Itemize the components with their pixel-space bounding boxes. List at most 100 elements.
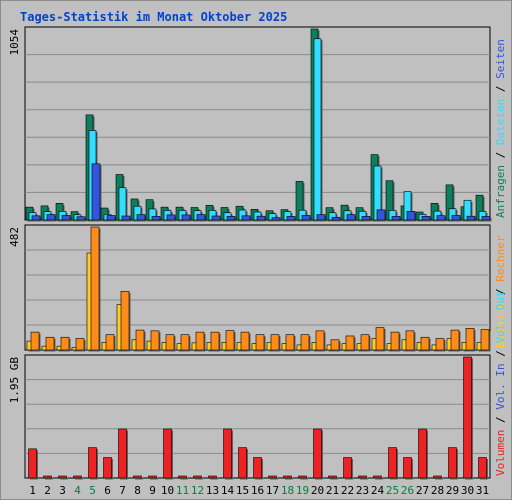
bar-rechner-5 — [90, 226, 101, 352]
bar-seiten-27 — [421, 216, 432, 222]
x-tick-label-21: 21 — [326, 484, 339, 497]
x-tick-label-27: 27 — [416, 484, 429, 497]
bar-rechner-9 — [150, 330, 161, 352]
x-tick-label-25: 25 — [386, 484, 399, 497]
bar-volumen-3 — [58, 475, 68, 480]
panel-top: 1054 Anfragen / Dateien / Seiten — [8, 26, 507, 222]
legend-top: Anfragen / Dateien / Seiten — [494, 39, 507, 218]
bar-seiten-24 — [376, 209, 387, 222]
bar-rechner-13 — [210, 331, 221, 352]
bar-rechner-31 — [480, 329, 491, 352]
bar-dateien-20 — [313, 38, 323, 222]
x-tick-label-9: 9 — [149, 484, 156, 497]
x-tick-label-1: 1 — [29, 484, 36, 497]
x-tick-label-30: 30 — [461, 484, 474, 497]
bar-rechner-30 — [465, 328, 476, 352]
x-tick-label-26: 26 — [401, 484, 414, 497]
x-tick-label-13: 13 — [206, 484, 219, 497]
y-max-label-top: 1054 — [8, 29, 21, 56]
bar-rechner-16 — [255, 334, 266, 352]
bar-seiten-19 — [301, 215, 312, 222]
bar-volumen-6 — [103, 457, 113, 480]
bar-rechner-4 — [75, 338, 86, 352]
legend-separator: / — [494, 145, 507, 165]
bar-rechner-1 — [30, 331, 41, 352]
y-max-label-middle: 482 — [8, 227, 21, 247]
bar-volumen-30 — [463, 356, 473, 480]
x-tick-label-2: 2 — [44, 484, 51, 497]
bar-seiten-11 — [181, 214, 192, 222]
legend-item-besuche: Besuche — [494, 302, 507, 348]
bar-seiten-2 — [46, 214, 57, 222]
bar-volumen-26 — [403, 457, 413, 480]
x-tick-label-22: 22 — [341, 484, 354, 497]
bar-volumen-10 — [163, 428, 173, 480]
bar-rechner-14 — [225, 330, 236, 352]
x-tick-label-10: 10 — [161, 484, 174, 497]
legend-item-anfragen: Anfragen — [494, 165, 507, 218]
legend-bottom: Volumen / Vol. In / Vol. Out — [494, 291, 507, 476]
bar-seiten-28 — [436, 215, 447, 222]
bar-seiten-22 — [346, 214, 357, 222]
bar-rechner-6 — [105, 334, 116, 352]
legend-item-dateien: Dateien — [494, 99, 507, 145]
bar-volumen-7 — [118, 428, 128, 480]
bar-seiten-13 — [211, 215, 222, 222]
bar-volumen-5 — [88, 447, 98, 480]
bar-rechner-22 — [345, 335, 356, 352]
bar-rechner-27 — [420, 336, 431, 352]
bar-rechner-26 — [405, 330, 416, 352]
bar-volumen-9 — [148, 475, 158, 480]
bar-seiten-14 — [226, 216, 237, 222]
bar-seiten-31 — [481, 216, 492, 222]
bar-volumen-14 — [223, 428, 233, 480]
bar-seiten-10 — [166, 214, 177, 222]
bar-rechner-3 — [60, 336, 71, 352]
bar-volumen-4 — [73, 475, 83, 480]
bar-volumen-27 — [418, 428, 428, 480]
legend-separator: / — [494, 344, 507, 364]
y-max-label-bottom: 1.95 GB — [8, 357, 21, 404]
bar-volumen-16 — [253, 457, 263, 480]
bar-rechner-15 — [240, 331, 251, 352]
x-tick-label-31: 31 — [476, 484, 489, 497]
bar-seiten-5 — [91, 163, 102, 222]
plot-area-top — [24, 26, 491, 221]
bar-volumen-17 — [268, 475, 278, 480]
bar-volumen-12 — [193, 475, 203, 480]
bar-volumen-11 — [178, 475, 188, 480]
bar-seiten-17 — [271, 217, 282, 222]
legend-item-volout: Vol. Out — [494, 291, 507, 344]
bar-volumen-21 — [328, 475, 338, 480]
bar-seiten-18 — [286, 216, 297, 222]
bar-rechner-29 — [450, 329, 461, 352]
bar-volumen-22 — [343, 457, 353, 480]
bar-volumen-8 — [133, 475, 143, 480]
bar-volumen-24 — [373, 475, 383, 480]
bar-rechner-18 — [285, 334, 296, 352]
x-tick-label-12: 12 — [191, 484, 204, 497]
bar-rechner-7 — [120, 291, 131, 352]
bar-volumen-13 — [208, 475, 218, 480]
x-tick-label-20: 20 — [311, 484, 324, 497]
bar-seiten-20 — [316, 214, 327, 222]
bar-seiten-16 — [256, 215, 267, 222]
bar-rechner-17 — [270, 334, 281, 352]
bar-volumen-20 — [313, 428, 323, 480]
bar-seiten-21 — [331, 216, 342, 222]
bar-rechner-19 — [300, 334, 311, 352]
bar-volumen-23 — [358, 475, 368, 480]
bar-rechner-23 — [360, 334, 371, 352]
bar-volumen-31 — [478, 457, 488, 480]
bar-seiten-1 — [31, 215, 42, 222]
bar-seiten-29 — [451, 215, 462, 222]
bar-rechner-25 — [390, 331, 401, 352]
bar-rechner-11 — [180, 334, 191, 352]
chart-title: Tages-Statistik im Monat Oktober 2025 — [20, 10, 287, 24]
bar-volumen-28 — [433, 475, 443, 480]
x-tick-label-17: 17 — [266, 484, 279, 497]
x-axis-tick-labels: 1 2 3 4 5 6 7 8 9 10 11 12 13 14 15 16 17 18 19 20 21 22 23 24 2… — [29, 484, 489, 497]
x-tick-label-16: 16 — [251, 484, 264, 497]
bar-rechner-21 — [330, 339, 341, 352]
